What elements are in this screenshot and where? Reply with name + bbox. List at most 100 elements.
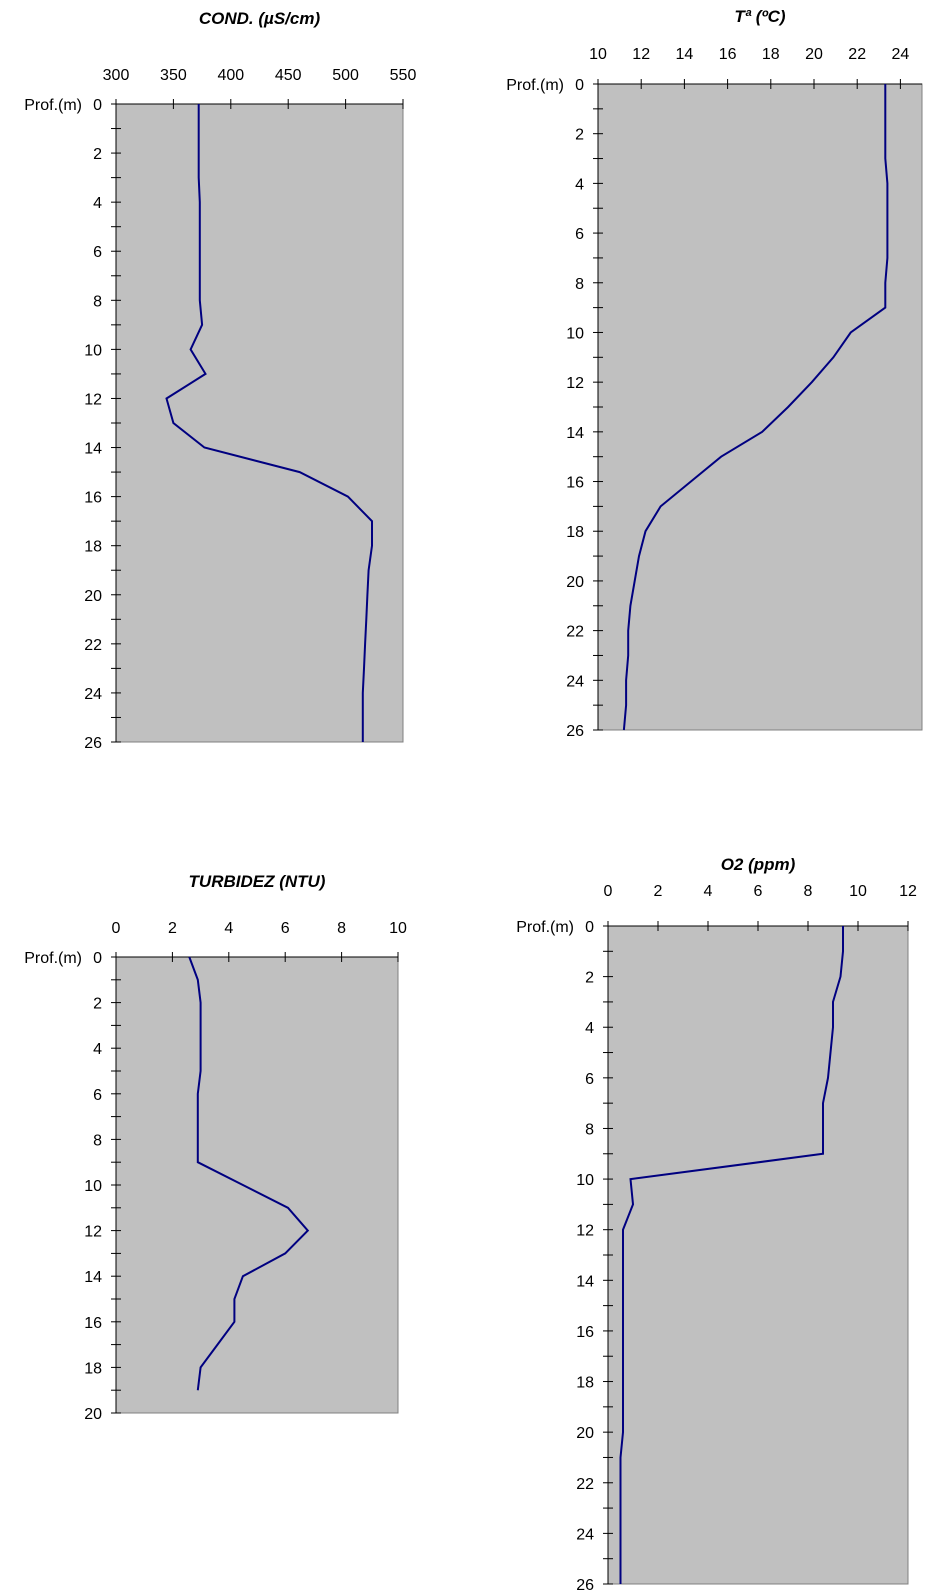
x-tick-label: 0	[112, 920, 121, 937]
x-tick-label: 2	[168, 920, 177, 937]
chart-temperature: Tª (ºC)10 12 14 16 18 20 22 2402468101214161820…	[506, 7, 923, 740]
y-axis-label: Prof.(m)	[24, 97, 82, 114]
y-tick-label: 16	[84, 490, 102, 507]
x-tick-label: 4	[224, 920, 233, 937]
chart-conductivity: COND. (µS/cm)300 350 400 450 500 550024681012…	[24, 9, 416, 752]
plot-area	[115, 103, 404, 743]
y-tick-label: 14	[576, 1273, 594, 1290]
y-tick-label: 20	[84, 1406, 102, 1423]
y-tick-label: 6	[575, 226, 584, 243]
y-tick-label: 26	[566, 723, 584, 740]
chart-oxygen: O2 (ppm)0 2 4 6 8 10 1202468101214161820222426…	[516, 855, 917, 1594]
plot-area	[607, 925, 909, 1585]
y-tick-label: 12	[566, 375, 584, 392]
y-tick-label: 14	[84, 1269, 102, 1286]
y-tick-label: 24	[576, 1526, 594, 1543]
x-tick-label: 10	[589, 46, 607, 63]
series-line	[188, 956, 310, 1391]
y-tick-label: 18	[576, 1375, 594, 1392]
chart-title: Tª (ºC)	[734, 7, 786, 26]
y-tick-label: 8	[585, 1121, 594, 1138]
y-tick-label: 4	[93, 195, 102, 212]
y-tick-label: 20	[566, 574, 584, 591]
y-tick-label: 12	[576, 1223, 594, 1240]
y-tick-label: 26	[576, 1577, 594, 1594]
x-tick-label: 16	[719, 46, 737, 63]
y-tick-label: 8	[93, 293, 102, 310]
y-tick-label: 18	[566, 524, 584, 541]
y-tick-label: 6	[585, 1071, 594, 1088]
chart-title: COND. (µS/cm)	[199, 9, 321, 28]
x-tick-label: 8	[337, 920, 346, 937]
x-tick-label: 20	[805, 46, 823, 63]
chart-title: TURBIDEZ (NTU)	[189, 872, 326, 891]
x-tick-label: 10	[389, 920, 407, 937]
plot-area	[597, 83, 923, 731]
y-tick-label: 4	[585, 1020, 594, 1037]
y-tick-label: 6	[93, 1087, 102, 1104]
x-tick-label: 300	[103, 67, 130, 84]
y-tick-label: 0	[575, 77, 584, 94]
y-tick-label: 8	[575, 276, 584, 293]
y-tick-label: 24	[84, 686, 102, 703]
x-tick-label: 2	[654, 883, 663, 900]
x-tick-label: 550	[390, 67, 417, 84]
x-tick-label: 350	[160, 67, 187, 84]
x-tick-label: 24	[892, 46, 910, 63]
y-tick-label: 18	[84, 1360, 102, 1377]
y-tick-label: 6	[93, 244, 102, 261]
y-tick-label: 22	[576, 1476, 594, 1493]
y-tick-label: 16	[84, 1315, 102, 1332]
y-tick-label: 24	[566, 673, 584, 690]
y-tick-label: 14	[566, 425, 584, 442]
chart-title: O2 (ppm)	[721, 855, 796, 874]
x-tick-label: 6	[754, 883, 763, 900]
y-axis-label: Prof.(m)	[506, 77, 564, 94]
y-tick-label: 10	[576, 1172, 594, 1189]
y-tick-label: 2	[93, 146, 102, 163]
y-tick-label: 4	[93, 1041, 102, 1058]
x-tick-label: 4	[704, 883, 713, 900]
y-tick-label: 10	[566, 325, 584, 342]
y-axis-label: Prof.(m)	[24, 950, 82, 967]
chart-turbidity: TURBIDEZ (NTU) 0 2 4 6 8 10 0 2 4 6 8 10 12 14 16 18 20 Pr…	[24, 872, 407, 1423]
y-tick-label: 20	[576, 1425, 594, 1442]
y-tick-label: 20	[84, 588, 102, 605]
x-tick-label: 6	[281, 920, 290, 937]
y-tick-label: 2	[93, 996, 102, 1013]
x-tick-label: 400	[217, 67, 244, 84]
x-tick-label: 0	[604, 883, 613, 900]
y-tick-label: 0	[93, 97, 102, 114]
series-line	[619, 926, 844, 1584]
series-line	[622, 84, 889, 731]
y-tick-label: 22	[84, 637, 102, 654]
y-tick-label: 0	[585, 919, 594, 936]
y-tick-label: 22	[566, 624, 584, 641]
x-tick-label: 14	[676, 46, 694, 63]
x-tick-label: 12	[632, 46, 650, 63]
y-tick-label: 2	[585, 970, 594, 987]
y-axis-label: Prof.(m)	[516, 919, 574, 936]
y-tick-label: 26	[84, 735, 102, 752]
x-tick-label: 18	[762, 46, 780, 63]
y-tick-label: 2	[575, 127, 584, 144]
y-tick-label: 14	[84, 441, 102, 458]
y-tick-label: 16	[566, 475, 584, 492]
x-tick-label: 500	[332, 67, 359, 84]
y-tick-label: 18	[84, 539, 102, 556]
x-tick-label: 22	[848, 46, 866, 63]
y-tick-label: 10	[84, 342, 102, 359]
y-tick-label: 12	[84, 1224, 102, 1241]
series-line	[165, 104, 373, 742]
x-tick-label: 450	[275, 67, 302, 84]
x-tick-label: 10	[849, 883, 867, 900]
x-tick-label: 12	[899, 883, 917, 900]
y-tick-label: 8	[93, 1132, 102, 1149]
plot-area	[115, 956, 399, 1414]
y-tick-label: 16	[576, 1324, 594, 1341]
x-tick-label: 8	[804, 883, 813, 900]
y-tick-label: 10	[84, 1178, 102, 1195]
y-tick-label: 12	[84, 391, 102, 408]
y-tick-label: 4	[575, 176, 584, 193]
